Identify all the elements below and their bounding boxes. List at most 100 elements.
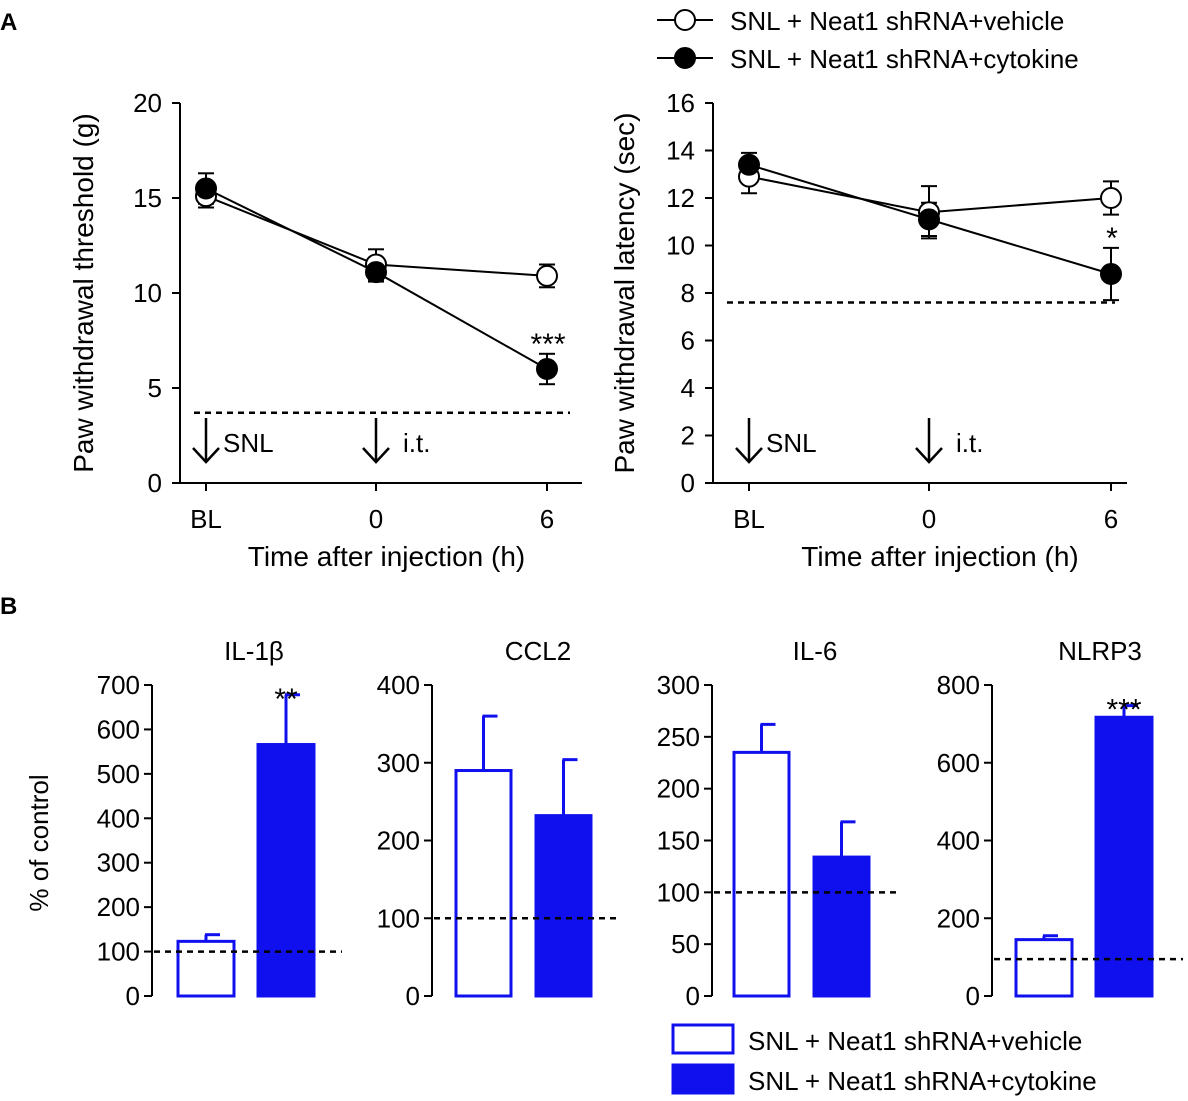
significance-marker: ** bbox=[274, 683, 298, 716]
legend-top-cytokine-label: SNL + Neat1 shRNA+cytokine bbox=[730, 44, 1079, 74]
y-tick-label: 6 bbox=[681, 326, 695, 356]
y-tick-label: 20 bbox=[133, 88, 162, 118]
legend-bottom-cytokine-swatch bbox=[671, 1063, 735, 1095]
x-tick-label: BL bbox=[733, 504, 765, 534]
y-axis-label: Paw withdrawal latency (sec) bbox=[609, 112, 640, 473]
y-axis-label: Paw withdrawal threshold (g) bbox=[68, 113, 99, 473]
y-tick-label: 200 bbox=[657, 774, 700, 804]
x-tick-label: BL bbox=[190, 504, 222, 534]
chart-title: NLRP3 bbox=[1058, 636, 1142, 666]
y-tick-label: 0 bbox=[126, 981, 140, 1011]
y-tick-label: 200 bbox=[377, 826, 420, 856]
bar-filled bbox=[1094, 715, 1154, 998]
chart-nlrp3: 0 200 400 600 800 NLRP3 *** bbox=[937, 636, 1183, 1011]
y-tick-label: 800 bbox=[937, 670, 980, 700]
y-tick-label: 4 bbox=[681, 373, 695, 403]
y-tick-label: 2 bbox=[681, 421, 695, 451]
chart-paw-withdrawal-latency: 0 2 4 6 8 10 12 14 16 BL 0 6 Time after injection (h… bbox=[609, 88, 1127, 572]
y-tick-label: 16 bbox=[666, 88, 695, 118]
y-tick-label: 0 bbox=[686, 981, 700, 1011]
legend-bottom-vehicle-label: SNL + Neat1 shRNA+vehicle bbox=[748, 1026, 1082, 1056]
y-tick-label: 12 bbox=[666, 183, 695, 213]
legend-top: SNL + Neat1 shRNA+vehicle SNL + Neat1 sh… bbox=[657, 6, 1079, 74]
arrow-head-icon bbox=[192, 447, 220, 464]
panel-label-b: B bbox=[0, 593, 17, 620]
x-tick-label: 6 bbox=[1104, 504, 1118, 534]
data-point-filled bbox=[536, 358, 558, 380]
annotation-snl: SNL bbox=[223, 428, 274, 458]
y-tick-label: 100 bbox=[657, 877, 700, 907]
bar-open bbox=[732, 750, 791, 998]
chart-il6: 0 50 100 150 200 250 300 IL-6 bbox=[657, 636, 898, 1011]
annotation-it: i.t. bbox=[403, 428, 430, 458]
chart-ccl2: 0 100 200 300 400 CCL2 bbox=[377, 636, 620, 1011]
y-tick-label: 5 bbox=[148, 373, 162, 403]
data-point-filled bbox=[195, 177, 217, 200]
y-tick-label: 0 bbox=[966, 981, 980, 1011]
y-tick-label: 8 bbox=[681, 278, 695, 308]
y-tick-label: 150 bbox=[657, 826, 700, 856]
y-tick-label: 600 bbox=[97, 714, 140, 744]
chart-title: IL-1β bbox=[224, 636, 284, 666]
y-tick-label: 200 bbox=[937, 903, 980, 933]
legend-bottom: SNL + Neat1 shRNA+vehicle SNL + Neat1 sh… bbox=[671, 1023, 1097, 1096]
bar-filled bbox=[534, 814, 593, 998]
bar-filled bbox=[812, 855, 871, 998]
bar-open bbox=[454, 769, 513, 998]
y-tick-label: 100 bbox=[377, 903, 420, 933]
y-tick-label: 14 bbox=[666, 136, 695, 166]
y-tick-label: 100 bbox=[97, 937, 140, 967]
bar-ylabel: % of control bbox=[24, 774, 54, 911]
y-tick-label: 600 bbox=[937, 748, 980, 778]
y-tick-label: 0 bbox=[406, 981, 420, 1011]
y-tick-label: 300 bbox=[97, 848, 140, 878]
legend-bottom-cytokine-label: SNL + Neat1 shRNA+cytokine bbox=[748, 1066, 1097, 1096]
y-tick-label: 400 bbox=[97, 803, 140, 833]
y-tick-label: 700 bbox=[97, 670, 140, 700]
annotation-snl: SNL bbox=[766, 428, 817, 458]
x-axis-label: Time after injection (h) bbox=[801, 541, 1079, 572]
chart-il1b: 0 100 200 300 400 500 600 700 IL-1β ** bbox=[97, 636, 342, 1011]
panel-label-a: A bbox=[0, 9, 17, 36]
arrow-head-icon bbox=[362, 447, 390, 464]
arrow-head-icon bbox=[735, 447, 763, 464]
chart-title: IL-6 bbox=[793, 636, 838, 666]
bar-open bbox=[176, 939, 236, 998]
data-point-filled bbox=[1100, 263, 1122, 285]
chart-title: CCL2 bbox=[505, 636, 571, 666]
data-point-filled bbox=[918, 208, 940, 231]
chart-paw-withdrawal-threshold: 0 5 10 15 20 BL 0 6 Time after injection (h) Paw … bbox=[68, 88, 582, 572]
y-tick-label: 15 bbox=[133, 183, 162, 213]
y-tick-label: 300 bbox=[657, 670, 700, 700]
y-tick-label: 0 bbox=[148, 468, 162, 498]
y-tick-label: 400 bbox=[937, 826, 980, 856]
x-tick-label: 6 bbox=[540, 504, 554, 534]
annotation-it: i.t. bbox=[956, 428, 983, 458]
significance-marker: *** bbox=[530, 328, 565, 361]
data-point-filled bbox=[738, 153, 760, 176]
x-tick-label: 0 bbox=[369, 504, 383, 534]
y-tick-label: 50 bbox=[671, 929, 700, 959]
y-tick-label: 10 bbox=[666, 231, 695, 261]
y-tick-label: 400 bbox=[377, 670, 420, 700]
y-tick-label: 300 bbox=[377, 748, 420, 778]
legend-top-cytokine-marker bbox=[674, 47, 696, 69]
data-point-open bbox=[536, 264, 558, 287]
significance-marker: *** bbox=[1106, 694, 1141, 727]
data-point-filled bbox=[365, 261, 387, 284]
y-tick-label: 10 bbox=[133, 278, 162, 308]
y-tick-label: 200 bbox=[97, 892, 140, 922]
y-tick-label: 500 bbox=[97, 759, 140, 789]
x-axis-label: Time after injection (h) bbox=[248, 541, 526, 572]
legend-top-vehicle-marker bbox=[674, 9, 696, 31]
bar-open bbox=[1014, 938, 1074, 998]
significance-marker: * bbox=[1106, 222, 1118, 255]
y-tick-label: 250 bbox=[657, 722, 700, 752]
x-tick-label: 0 bbox=[922, 504, 936, 534]
legend-bottom-vehicle-swatch bbox=[671, 1023, 735, 1055]
y-tick-label: 0 bbox=[681, 468, 695, 498]
bar-filled bbox=[256, 743, 316, 998]
data-point-open bbox=[1100, 187, 1122, 209]
legend-top-vehicle-label: SNL + Neat1 shRNA+vehicle bbox=[730, 6, 1064, 36]
